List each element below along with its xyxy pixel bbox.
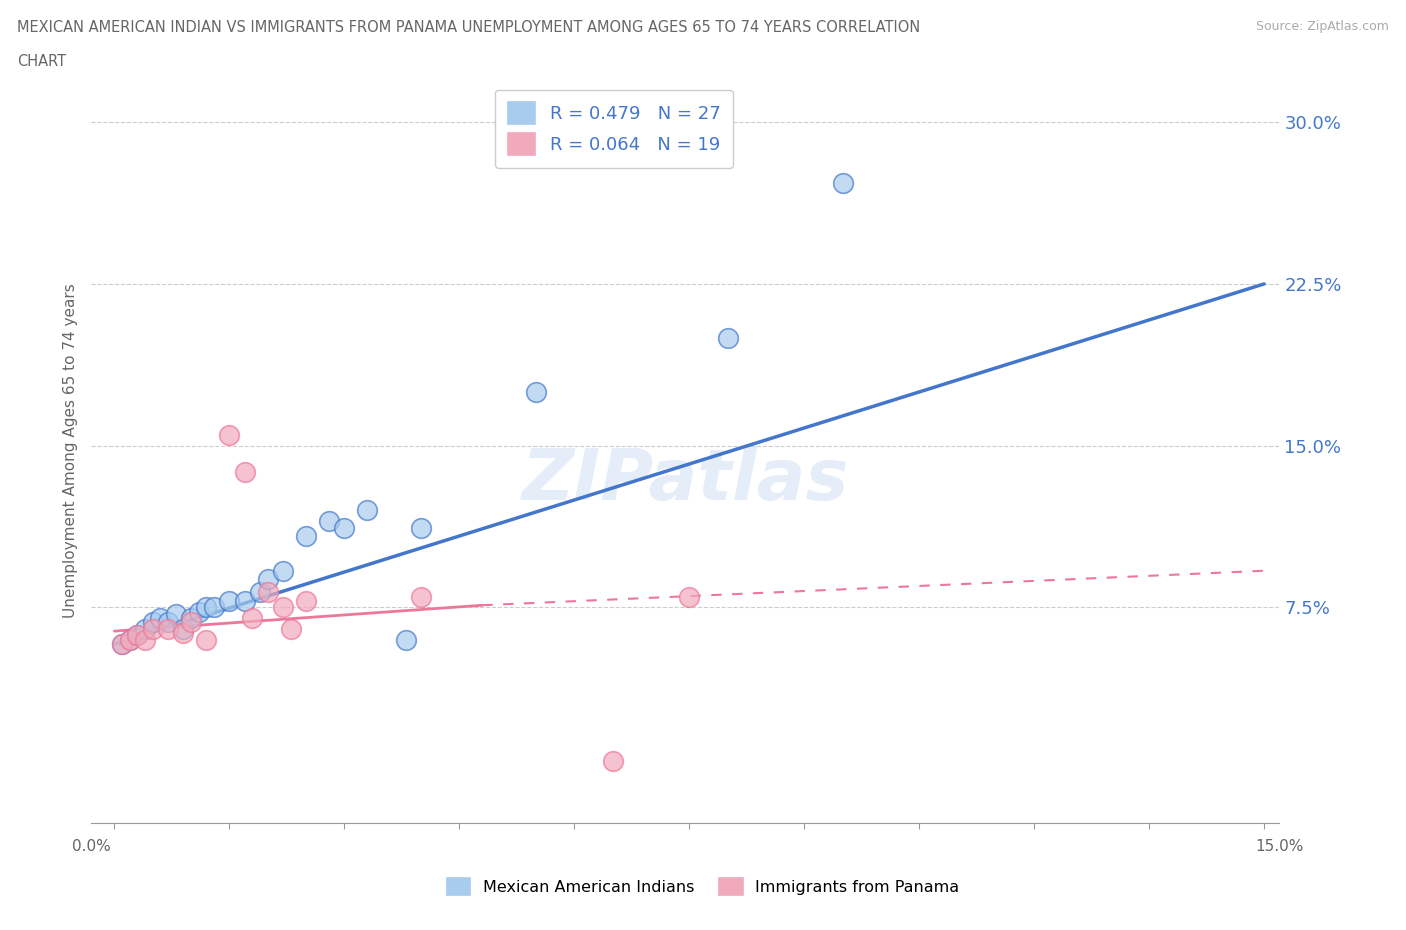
Point bbox=[356, 503, 378, 518]
Point bbox=[149, 611, 172, 626]
Point bbox=[165, 606, 187, 621]
Point bbox=[195, 632, 218, 647]
Point bbox=[280, 621, 302, 636]
Text: Source: ZipAtlas.com: Source: ZipAtlas.com bbox=[1256, 20, 1389, 33]
Point bbox=[187, 604, 209, 619]
Point bbox=[409, 590, 432, 604]
Point bbox=[271, 564, 294, 578]
Legend: Mexican American Indians, Immigrants from Panama: Mexican American Indians, Immigrants fro… bbox=[440, 871, 966, 901]
Point bbox=[678, 590, 700, 604]
Text: 0.0%: 0.0% bbox=[72, 839, 111, 854]
Point bbox=[127, 628, 149, 643]
Point bbox=[157, 615, 180, 630]
Text: MEXICAN AMERICAN INDIAN VS IMMIGRANTS FROM PANAMA UNEMPLOYMENT AMONG AGES 65 TO : MEXICAN AMERICAN INDIAN VS IMMIGRANTS FR… bbox=[17, 20, 920, 35]
Point bbox=[831, 175, 853, 190]
Point bbox=[157, 621, 180, 636]
Point bbox=[118, 632, 141, 647]
Legend: R = 0.479   N = 27, R = 0.064   N = 19: R = 0.479 N = 27, R = 0.064 N = 19 bbox=[495, 89, 733, 168]
Point bbox=[318, 513, 340, 528]
Point bbox=[256, 572, 278, 587]
Point bbox=[602, 753, 624, 768]
Point bbox=[172, 621, 194, 636]
Point bbox=[218, 593, 240, 608]
Point bbox=[202, 600, 225, 615]
Point bbox=[142, 621, 165, 636]
Point bbox=[524, 384, 547, 399]
Point bbox=[333, 520, 356, 535]
Point bbox=[180, 615, 202, 630]
Point bbox=[218, 428, 240, 443]
Point bbox=[233, 593, 256, 608]
Point bbox=[127, 628, 149, 643]
Point bbox=[256, 585, 278, 600]
Point bbox=[295, 529, 318, 544]
Point bbox=[295, 593, 318, 608]
Point bbox=[233, 464, 256, 479]
Point bbox=[180, 611, 202, 626]
Point bbox=[249, 585, 271, 600]
Point bbox=[111, 637, 134, 652]
Point bbox=[172, 626, 194, 641]
Point bbox=[240, 611, 263, 626]
Point bbox=[716, 330, 738, 345]
Point bbox=[118, 632, 141, 647]
Text: 15.0%: 15.0% bbox=[1256, 839, 1303, 854]
Point bbox=[395, 632, 418, 647]
Point bbox=[195, 600, 218, 615]
Point bbox=[134, 621, 156, 636]
Point bbox=[142, 615, 165, 630]
Point bbox=[134, 632, 156, 647]
Text: ZIPatlas: ZIPatlas bbox=[522, 446, 849, 515]
Y-axis label: Unemployment Among Ages 65 to 74 years: Unemployment Among Ages 65 to 74 years bbox=[62, 284, 77, 618]
Point bbox=[409, 520, 432, 535]
Point bbox=[111, 637, 134, 652]
Point bbox=[271, 600, 294, 615]
Text: CHART: CHART bbox=[17, 54, 66, 69]
